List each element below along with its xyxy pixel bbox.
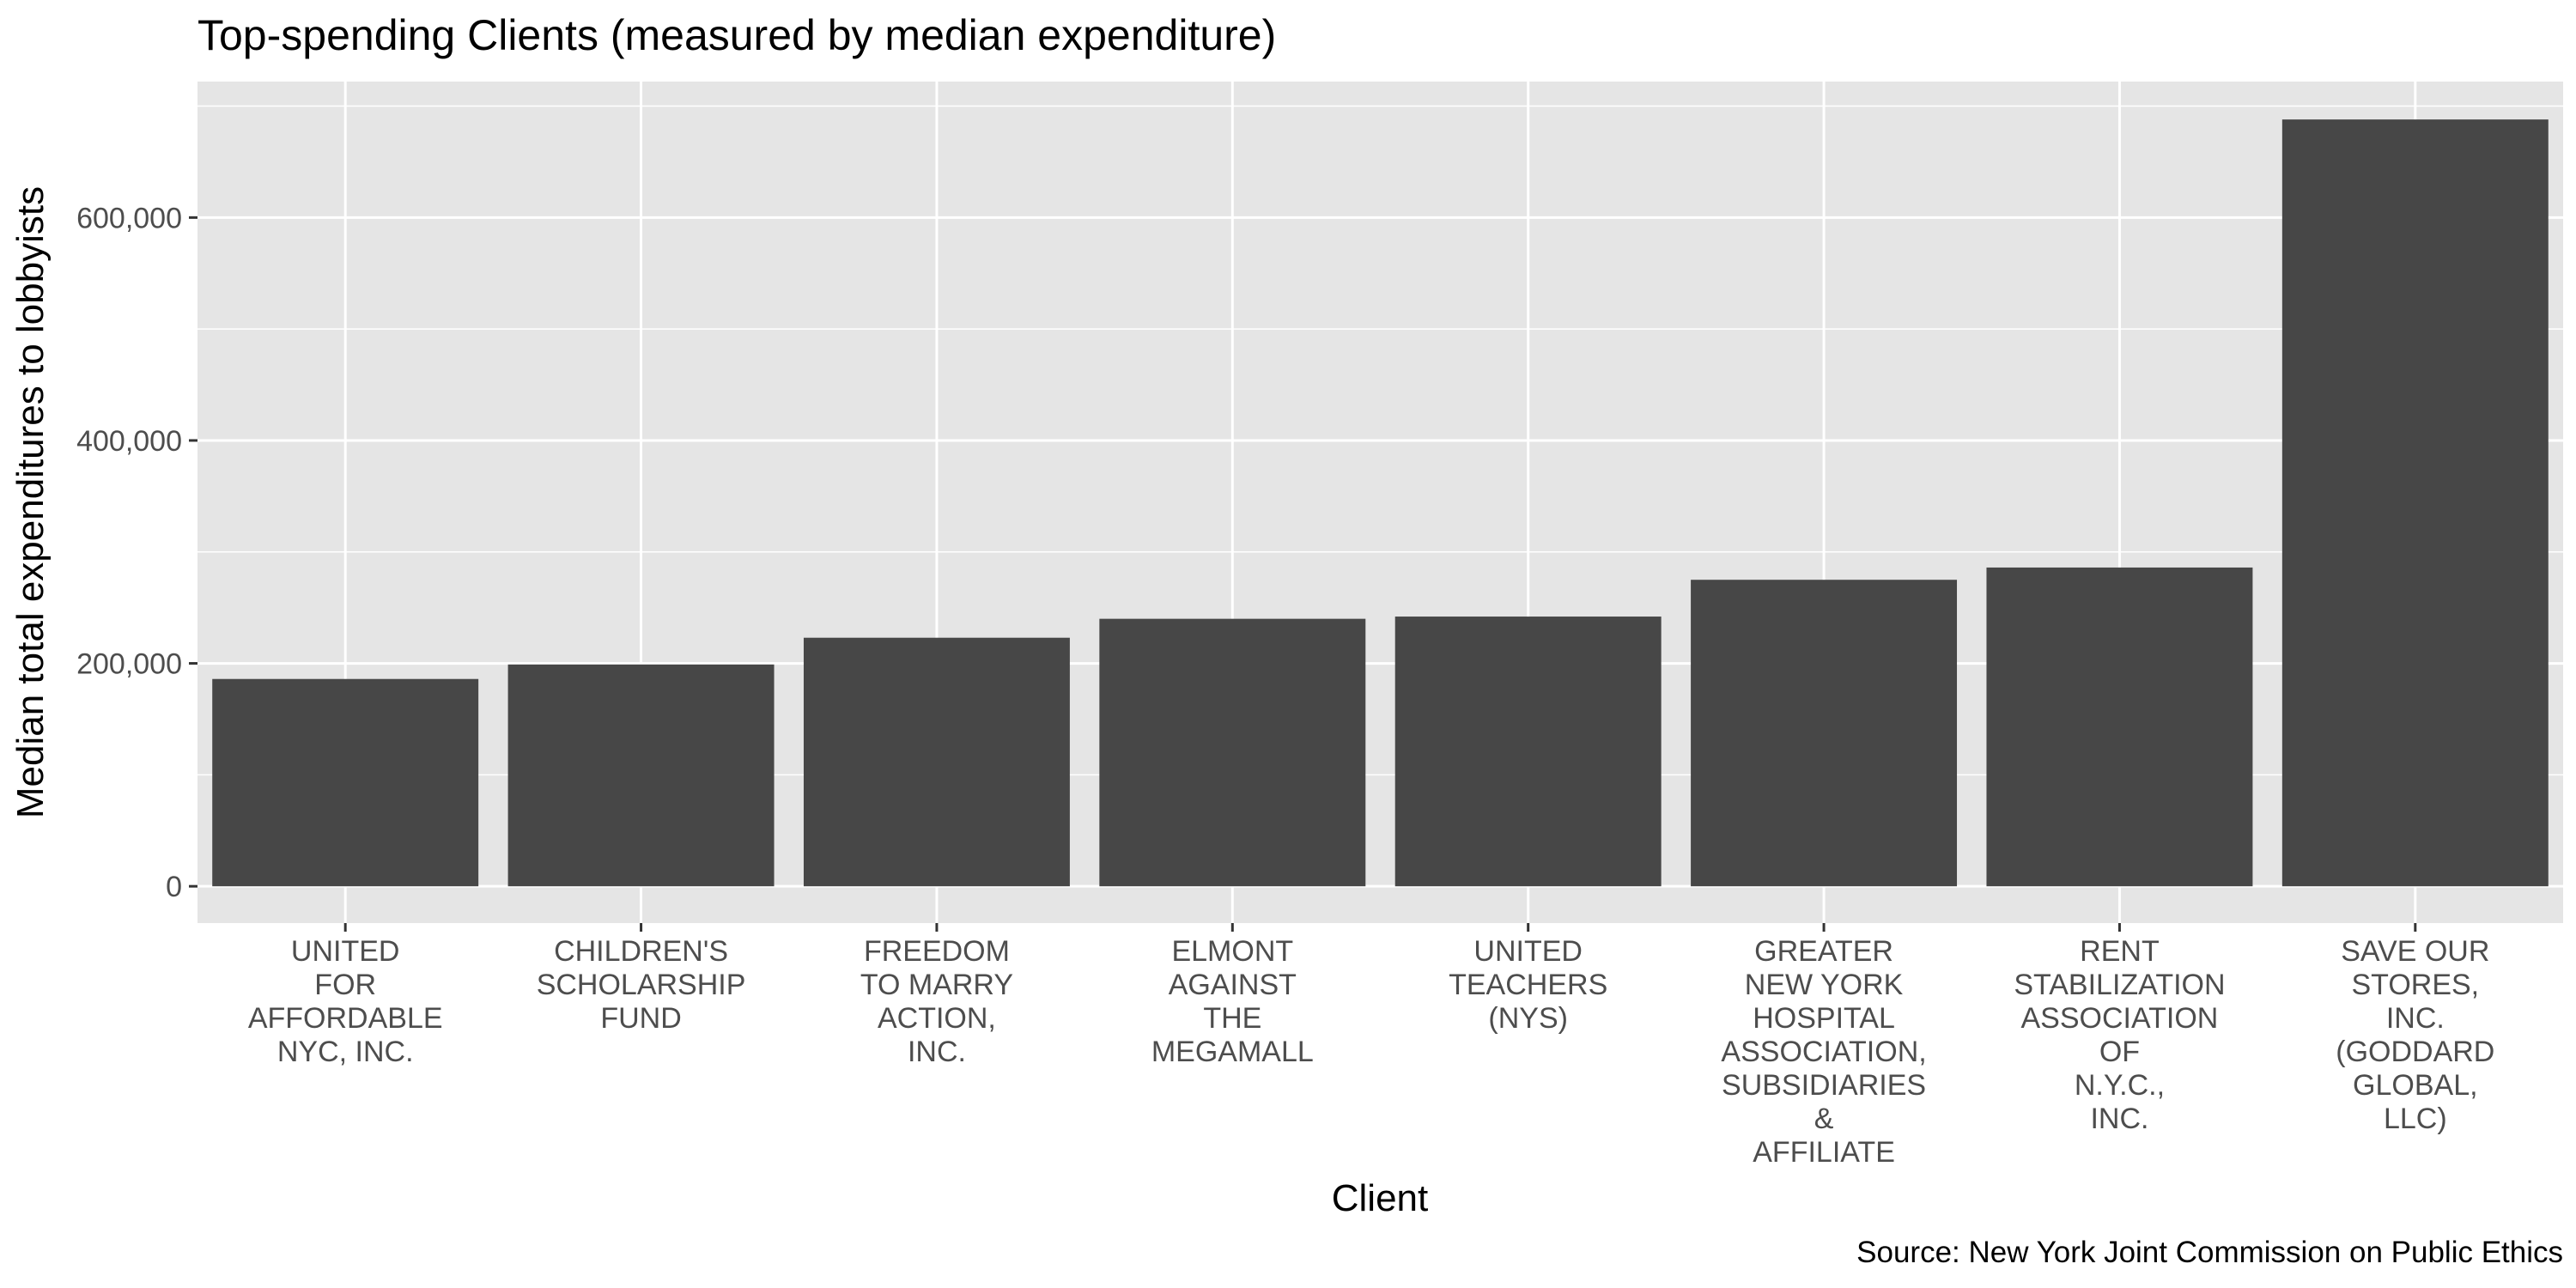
x-tick-label-line: N.Y.C., xyxy=(2075,1069,2165,1102)
x-tick-label: GREATER NEW YORK HOSPITAL ASSOCIATION, SUBSI… xyxy=(1721,935,1926,1169)
bar xyxy=(1691,580,1958,887)
y-axis: 0 200,000 400,000 600,000 xyxy=(76,202,197,903)
x-tick-label-line: AGAINST xyxy=(1169,969,1297,1001)
x-tick-label: SAVE OUR STORES, INC. (GODDARD GLOBAL, LLC) xyxy=(2336,935,2494,1135)
chart-title: Top-spending Clients (measured by median… xyxy=(197,11,1276,59)
x-tick-label-line: INC. xyxy=(908,1036,966,1068)
x-tick-label-line: MEGAMALL xyxy=(1151,1036,1314,1068)
x-tick-label-line: UNITED xyxy=(1473,935,1583,968)
x-tick-label-line: INC. xyxy=(2386,1002,2445,1035)
bar xyxy=(2281,119,2549,887)
x-tick-label-line: THE xyxy=(1203,1002,1261,1035)
x-tick-label-line: CHILDREN'S xyxy=(554,935,728,968)
x-tick-label: RENT STABILIZATION ASSOCIATION OF N.Y.C., INC… xyxy=(2014,935,2225,1135)
x-tick-label: FREEDOM TO MARRY ACTION, INC. xyxy=(860,935,1013,1068)
bar xyxy=(803,637,1070,887)
x-tick-label-line: GLOBAL, xyxy=(2353,1069,2478,1102)
x-tick-label-line: STABILIZATION xyxy=(2014,969,2225,1001)
bar xyxy=(1394,617,1662,887)
x-tick-label: UNITED FOR AFFORDABLE NYC, INC. xyxy=(248,935,443,1068)
x-tick-label-line: SCHOLARSHIP xyxy=(537,969,746,1001)
x-tick-label-line: SUBSIDIARIES xyxy=(1722,1069,1926,1102)
x-tick-label-line: INC. xyxy=(2090,1103,2148,1135)
x-tick-label-line: HOSPITAL xyxy=(1753,1002,1895,1035)
x-axis-label: Client xyxy=(1332,1177,1429,1219)
x-tick-label: UNITED TEACHERS (NYS) xyxy=(1449,935,1607,1035)
x-tick-label-line: GREATER xyxy=(1754,935,1893,968)
x-tick-label-line: TO MARRY xyxy=(860,969,1013,1001)
x-tick-label: ELMONT AGAINST THE MEGAMALL xyxy=(1151,935,1314,1068)
x-tick-label-line: FREEDOM xyxy=(864,935,1010,968)
x-tick-label-line: FUND xyxy=(600,1002,681,1035)
x-tick-label-line: TEACHERS xyxy=(1449,969,1607,1001)
x-tick-label-line: AFFORDABLE xyxy=(248,1002,443,1035)
x-tick-label-line: ASSOCIATION xyxy=(2021,1002,2219,1035)
x-tick-label-line: ELMONT xyxy=(1171,935,1293,968)
x-axis: UNITED FOR AFFORDABLE NYC, INC.CHILDREN'S SC… xyxy=(248,923,2494,1169)
bar xyxy=(212,678,479,887)
x-tick-label-line: ASSOCIATION, xyxy=(1721,1036,1926,1068)
x-tick-label-line: ACTION, xyxy=(878,1002,996,1035)
y-tick-label: 200,000 xyxy=(76,648,182,681)
x-tick-label-line: LLC) xyxy=(2384,1103,2447,1135)
bars xyxy=(212,119,2549,887)
chart-caption: Source: New York Joint Commission on Pub… xyxy=(1856,1236,2563,1269)
x-tick-label-line: UNITED xyxy=(291,935,400,968)
x-tick-label-line: & xyxy=(1814,1103,1834,1135)
x-tick-label-line: NEW YORK xyxy=(1745,969,1904,1001)
x-tick-label-line: (GODDARD xyxy=(2336,1036,2494,1068)
y-tick-label: 400,000 xyxy=(76,425,182,458)
x-tick-label-line: SAVE OUR xyxy=(2341,935,2489,968)
x-tick-label-line: NYC, INC. xyxy=(277,1036,414,1068)
y-tick-label: 0 xyxy=(166,871,182,903)
x-tick-label-line: FOR xyxy=(314,969,376,1001)
y-tick-label: 600,000 xyxy=(76,202,182,234)
bar xyxy=(1099,618,1366,887)
bar xyxy=(507,664,775,887)
y-axis-label: Median total expenditures to lobbyists xyxy=(9,186,52,818)
x-tick-label-line: OF xyxy=(2099,1036,2140,1068)
x-tick-label-line: (NYS) xyxy=(1488,1002,1568,1035)
x-tick-label-line: RENT xyxy=(2080,935,2160,968)
x-tick-label-line: AFFILIATE xyxy=(1753,1136,1895,1169)
x-tick-label-line: STORES, xyxy=(2351,969,2479,1001)
bar xyxy=(1986,567,2253,887)
x-tick-label: CHILDREN'S SCHOLARSHIP FUND xyxy=(537,935,746,1035)
